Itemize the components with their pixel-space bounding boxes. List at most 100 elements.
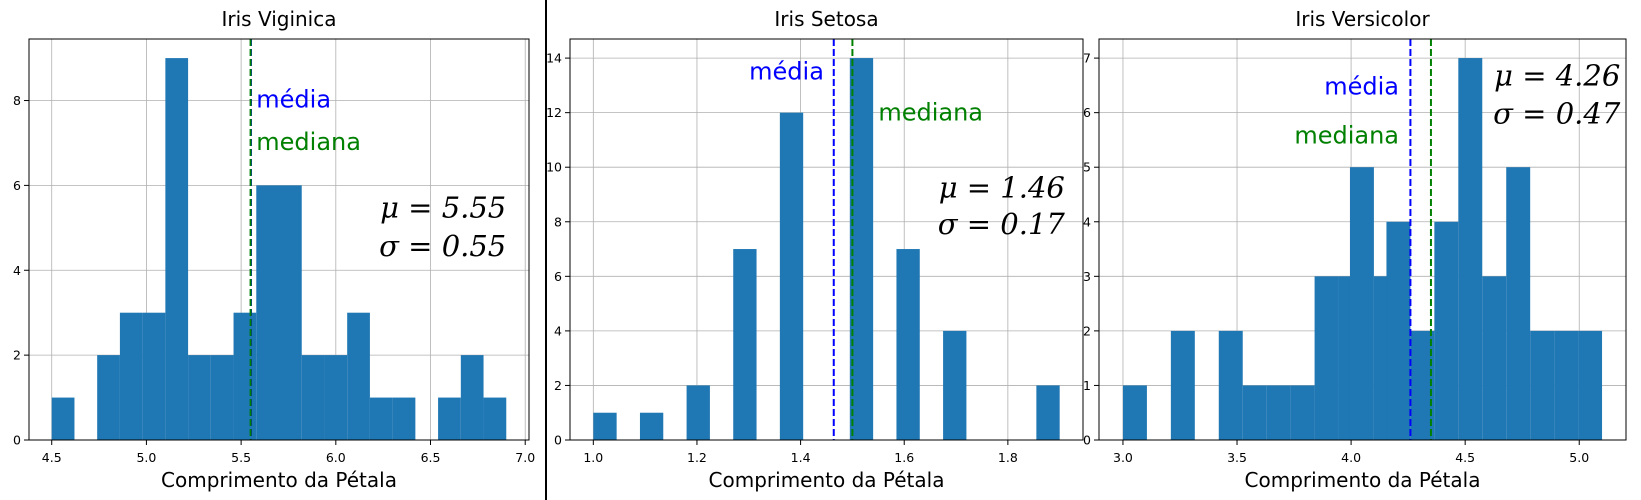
x-tick-label: 1.6 [894,450,914,465]
y-tick-label: 6 [1083,105,1091,120]
histogram-bar [1530,330,1555,440]
sigma-stat-label: σ = 0.55 [379,229,506,263]
histogram-bar [1506,167,1531,441]
mean-annotation: média [749,57,824,85]
histogram-bar [1578,330,1603,440]
x-tick-label: 5.0 [1569,450,1589,465]
histogram-bar [1482,276,1507,440]
x-axis-label: Comprimento da Pétala [161,468,397,492]
histogram-bar [593,412,617,440]
y-tick-label: 6 [554,269,562,284]
y-tick-label: 4 [1083,214,1091,229]
x-tick-label: 4.0 [1341,450,1361,465]
histogram-bar [1349,167,1374,441]
histogram-bar [1122,385,1147,440]
median-annotation: mediana [1294,121,1399,149]
histogram-bar [51,397,75,440]
histogram-bar [1242,385,1267,440]
histogram-bar [1036,385,1060,440]
x-tick-label: 1.2 [687,450,707,465]
y-tick-label: 8 [13,93,21,108]
histogram-bar [483,397,507,440]
histogram-bars [593,58,1060,440]
histogram-bar [733,249,757,440]
histogram-bar [347,312,370,440]
histogram-bar [165,58,189,440]
histogram-bar [188,355,211,440]
mu-stat-label: μ = 5.55 [380,191,506,225]
x-tick-label: 1.0 [583,450,603,465]
histogram-bar [438,397,461,440]
mean-annotation: média [256,85,331,113]
histogram-bar [849,58,874,440]
x-tick-label: 3.0 [1113,450,1133,465]
histogram-bar [301,355,325,440]
y-tick-label: 12 [546,105,562,120]
histogram-bars [1122,58,1603,441]
histogram-bar [119,312,143,440]
y-tick-label: 0 [13,433,21,448]
x-axis-label: Comprimento da Pétala [1245,468,1481,492]
x-tick-label: 6.5 [421,450,441,465]
histogram-bar [97,355,120,440]
y-tick-label: 3 [1083,269,1091,284]
x-tick-label: 6.0 [326,450,346,465]
histogram-bar [779,112,804,440]
mu-stat-label: μ = 4.26 [1494,58,1620,92]
histogram-bar [896,249,920,440]
histogram-bar [256,185,279,440]
mean-annotation: média [1324,72,1399,100]
x-tick-label: 1.4 [791,450,811,465]
x-tick-label: 4.5 [1455,450,1475,465]
y-tick-label: 5 [1083,160,1091,175]
x-tick-label: 1.8 [998,450,1018,465]
histogram-panel-2: 1.0 1.2 1.4 1.6 1.8 0 2 4 6 8 10 12 14 Iris Setosa Com… [546,7,1084,492]
chart-title: Iris Versicolor [1295,7,1430,31]
histogram-bar [1290,385,1315,440]
histogram-bars [51,58,507,440]
y-tick-label: 6 [13,178,21,193]
histogram-panels: 4.5 5.0 5.5 6.0 6.5 7.0 0 2 4 6 8 Iris Viginica Comp… [13,7,1627,492]
y-tick-label: 2 [1083,323,1091,338]
y-tick-label: 1 [1083,378,1091,393]
histogram-panel-1: 4.5 5.0 5.5 6.0 6.5 7.0 0 2 4 6 8 Iris Viginica Comp… [13,7,535,492]
chart-title: Iris Viginica [222,7,337,31]
histogram-bar [639,412,664,440]
y-tick-label: 4 [554,323,562,338]
histogram-bar [1410,330,1435,440]
y-tick-label: 2 [13,348,21,363]
axes-frame [569,38,1084,441]
y-tick-label: 4 [13,263,21,278]
y-tick-label: 0 [554,433,562,448]
sigma-stat-label: σ = 0.47 [1493,97,1621,131]
median-annotation: mediana [878,98,983,126]
histogram-bar [1170,330,1195,440]
y-tick-label: 8 [554,214,562,229]
histogram-bar [324,355,348,440]
x-tick-label: 4.5 [42,450,62,465]
histogram-bar [1314,276,1339,440]
histogram-bar [210,355,234,440]
histogram-bar [460,355,484,440]
histogram-bar [142,312,166,440]
histogram-bar [1458,58,1483,440]
axis-ticks: 3.0 3.5 4.0 4.5 5.0 0 1 2 3 4 5 6 7 [1083,51,1589,465]
chart-title: Iris Setosa [774,7,878,31]
histogram-bar [369,397,393,440]
histogram-bar [233,312,257,440]
histogram-bar [1554,330,1579,440]
histogram-bar [943,330,967,440]
histogram-bar [1386,221,1411,440]
histogram-panel-3: 3.0 3.5 4.0 4.5 5.0 0 1 2 3 4 5 6 7 Iris Versicolor Co… [1083,7,1627,492]
y-tick-label: 7 [1083,51,1091,66]
sigma-stat-label: σ = 0.17 [938,207,1066,241]
y-tick-label: 10 [546,160,562,175]
y-tick-label: 2 [554,378,562,393]
axis-ticks: 1.0 1.2 1.4 1.6 1.8 0 2 4 6 8 10 12 14 [546,51,1018,465]
axes-frame [28,38,530,441]
histogram-bar [392,397,416,440]
x-tick-label: 3.5 [1227,450,1247,465]
histogram-bar [1218,330,1243,440]
histogram-bar [1434,221,1459,440]
